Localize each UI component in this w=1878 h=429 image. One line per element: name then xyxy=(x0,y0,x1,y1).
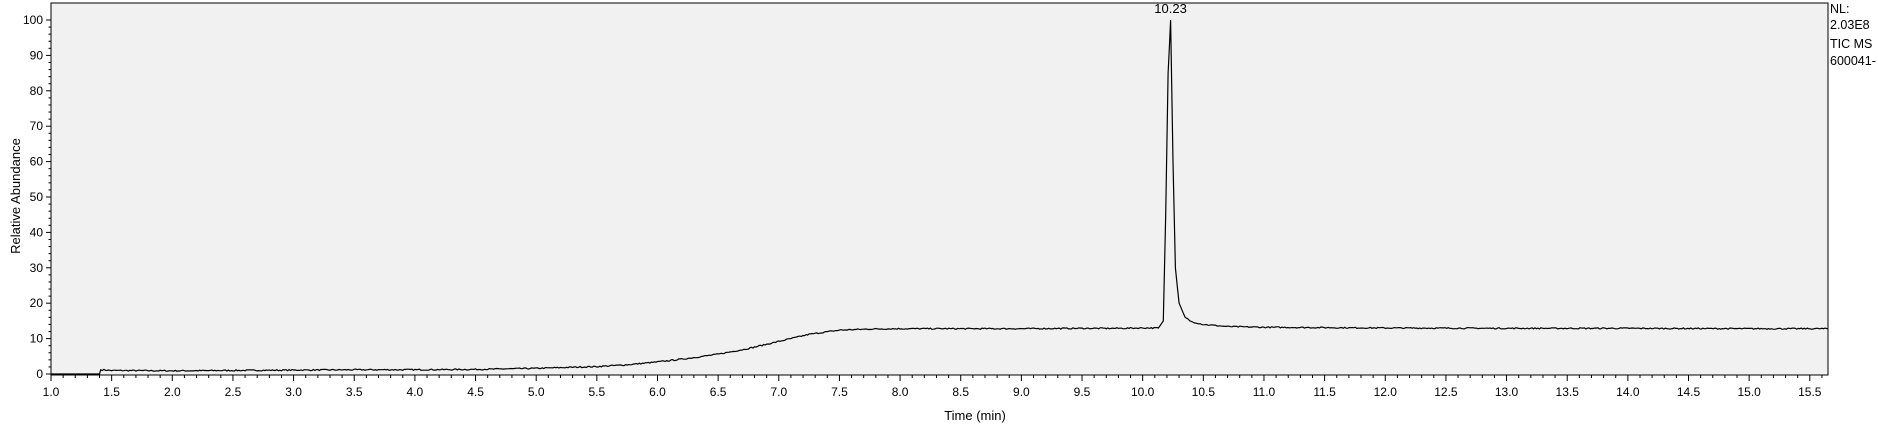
sample-name-label: 600041- xyxy=(1830,54,1876,68)
x-tick-label: 7.5 xyxy=(831,385,848,399)
x-tick-label: 8.0 xyxy=(892,385,909,399)
x-tick-label: 14.5 xyxy=(1677,385,1701,399)
y-tick-label: 50 xyxy=(30,190,44,204)
y-tick-label: 20 xyxy=(30,296,44,310)
x-tick-label: 6.5 xyxy=(710,385,727,399)
x-tick-label: 1.5 xyxy=(103,385,120,399)
x-tick-label: 11.5 xyxy=(1313,385,1336,399)
peak-label: 10.23 xyxy=(1154,1,1187,16)
x-tick-label: 8.5 xyxy=(952,385,969,399)
x-axis-title: Time (min) xyxy=(944,408,1006,423)
x-tick-label: 4.5 xyxy=(467,385,484,399)
nl-value: 2.03E8 xyxy=(1830,18,1870,32)
x-tick-label: 7.0 xyxy=(770,385,787,399)
x-axis: 1.0 1.5 2.0 2.5 3.0 3.5 4.0 4.5 5.0 5.5 6.0 6.5 7.0 7… xyxy=(43,375,1823,399)
series-line-tic xyxy=(51,19,1829,375)
x-tick-label: 10.0 xyxy=(1131,385,1155,399)
x-tick-label: 2.0 xyxy=(164,385,181,399)
y-tick-label: 80 xyxy=(30,84,44,98)
x-tick-label: 9.0 xyxy=(1013,385,1030,399)
y-axis-title: Relative Abundance xyxy=(8,138,23,254)
x-tick-label: 9.5 xyxy=(1074,385,1091,399)
scan-filter-label: TIC MS xyxy=(1830,37,1872,51)
x-tick-label: 3.0 xyxy=(285,385,302,399)
x-tick-label: 6.0 xyxy=(649,385,666,399)
x-tick-label: 15.0 xyxy=(1737,385,1761,399)
x-tick-label: 2.5 xyxy=(225,385,242,399)
y-tick-label: 100 xyxy=(23,13,43,27)
y-tick-label: 90 xyxy=(30,48,44,62)
y-tick-label: 60 xyxy=(30,155,44,169)
x-tick-label: 10.5 xyxy=(1192,385,1216,399)
x-tick-label: 15.5 xyxy=(1798,385,1822,399)
x-tick-label: 3.5 xyxy=(346,385,363,399)
x-tick-label: 5.0 xyxy=(528,385,545,399)
x-tick-label: 12.0 xyxy=(1374,385,1398,399)
x-tick-label: 11.0 xyxy=(1253,385,1276,399)
x-tick-label: 1.0 xyxy=(43,385,60,399)
nl-label: NL: xyxy=(1830,2,1849,16)
x-tick-label: 4.0 xyxy=(407,385,424,399)
y-tick-label: 70 xyxy=(30,119,44,133)
y-tick-label: 30 xyxy=(30,261,44,275)
y-tick-label: 40 xyxy=(30,225,44,239)
y-tick-label: 0 xyxy=(36,367,43,381)
x-tick-label: 13.0 xyxy=(1495,385,1519,399)
x-tick-label: 13.5 xyxy=(1556,385,1580,399)
x-tick-label: 12.5 xyxy=(1434,385,1458,399)
x-tick-label: 5.5 xyxy=(588,385,605,399)
plot-area-background xyxy=(50,2,1829,376)
y-axis: 0 10 20 30 40 50 60 70 80 90 100 xyxy=(23,13,51,381)
x-tick-label: 14.0 xyxy=(1616,385,1640,399)
y-tick-label: 10 xyxy=(30,332,44,346)
